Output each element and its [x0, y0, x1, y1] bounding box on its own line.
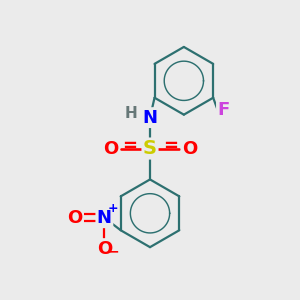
Text: −: − — [107, 244, 119, 259]
Text: H: H — [124, 106, 137, 121]
Text: S: S — [143, 139, 157, 158]
Text: O: O — [67, 209, 83, 227]
Text: F: F — [218, 101, 230, 119]
Text: O: O — [182, 140, 197, 158]
Text: +: + — [108, 202, 119, 215]
Text: O: O — [97, 240, 112, 258]
Text: =: = — [163, 136, 178, 154]
Text: N: N — [142, 109, 158, 127]
Text: =: = — [122, 136, 137, 154]
Text: O: O — [103, 140, 118, 158]
Text: N: N — [97, 209, 112, 227]
